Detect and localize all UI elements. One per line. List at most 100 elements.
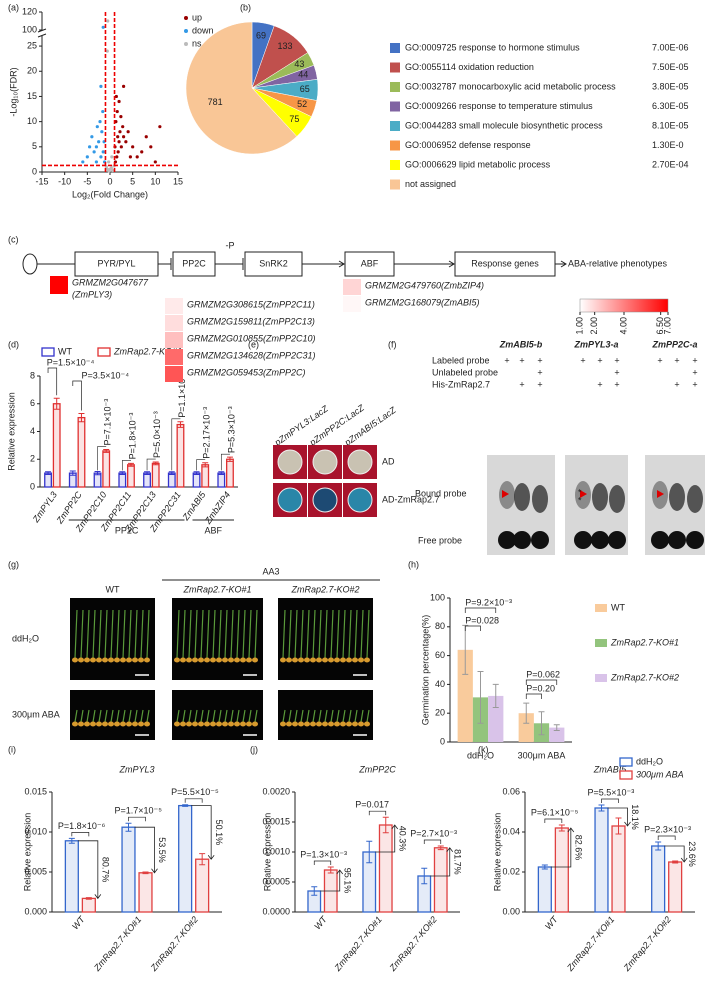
shoot: [140, 609, 144, 659]
y-tick-label: 2: [30, 454, 35, 464]
seed: [364, 721, 370, 727]
seed: [204, 721, 210, 727]
seed: [358, 721, 364, 727]
seed: [346, 657, 352, 663]
error-bar: [199, 853, 206, 866]
column-label: ZmRap2.7-KO#1: [182, 584, 251, 594]
shoot: [92, 709, 96, 723]
pathway-node: [454, 251, 556, 277]
point: [153, 160, 157, 164]
slice-label: 781: [208, 97, 223, 107]
annotation: P=3.5×10⁻⁴: [81, 370, 129, 380]
y-tick-label: 0.005: [24, 866, 47, 876]
annotation-line: [657, 835, 676, 840]
shoot: [188, 709, 192, 723]
y-axis-label: -Log₁₀(FDR): [8, 67, 18, 116]
x-tick-label: ZmRap2.7-KO#2: [148, 914, 200, 973]
x-tick-label: WT: [312, 913, 330, 931]
heat-cell: [165, 366, 183, 382]
band: [532, 485, 548, 513]
shoot: [134, 609, 138, 659]
annotation-line: [464, 625, 481, 631]
colony: [312, 449, 338, 475]
group-label: AA3: [262, 566, 279, 576]
error-bar: [69, 470, 76, 476]
point: [101, 25, 105, 29]
bar: [195, 858, 210, 913]
legend-label: 300μm ABA: [636, 769, 684, 779]
change-label: 81.7%: [452, 849, 462, 875]
seed: [174, 657, 180, 663]
point: [115, 155, 119, 159]
shoot: [104, 709, 108, 723]
bar: [457, 649, 473, 742]
shoot: [318, 709, 322, 723]
x-tick-label: -5: [83, 176, 91, 186]
seed: [228, 657, 234, 663]
shoot: [300, 609, 304, 659]
shoot: [282, 709, 286, 723]
error-bar: [125, 822, 132, 832]
panel-label: (d): [8, 339, 19, 349]
y-tick-label: 0.0015: [262, 816, 290, 826]
shoot: [288, 609, 292, 659]
panel-label: (g): [8, 559, 19, 569]
error-bar: [94, 470, 101, 476]
bar: [121, 826, 136, 913]
y-tick-label: 0.000: [24, 906, 47, 916]
error-bar: [462, 624, 469, 675]
shoot: [146, 709, 150, 723]
color-scale: [579, 298, 669, 313]
shoot: [236, 709, 240, 723]
legend-label: GO:0006629 lipid metabolic process: [405, 159, 551, 169]
shoot: [122, 709, 126, 723]
shoot: [254, 609, 258, 659]
point: [94, 160, 98, 164]
legend-swatch: [390, 140, 400, 151]
shoot: [224, 609, 228, 659]
marker: *: [578, 495, 582, 505]
heat-cell: [50, 276, 68, 294]
point: [149, 145, 153, 149]
bar: [433, 847, 448, 913]
legend-label: GO:0055114 oxidation reduction: [405, 62, 534, 72]
error-bar: [655, 841, 662, 851]
seed: [210, 657, 216, 663]
error-bar: [182, 804, 189, 807]
shoot: [218, 609, 222, 659]
legend-label: ddH₂O: [636, 756, 663, 766]
seed: [114, 657, 120, 663]
annotation-line: [525, 679, 558, 685]
sign: +: [614, 379, 619, 389]
shoot: [98, 709, 102, 723]
change-label: 50.1%: [214, 820, 224, 846]
error-bar: [218, 471, 225, 476]
error-bar: [477, 670, 484, 724]
seed: [72, 721, 78, 727]
change-arrow: [430, 847, 454, 877]
y-tick-label: 0.06: [502, 786, 520, 796]
x-axis-label: Log₂(Fold Change): [72, 189, 148, 199]
x-tick-label: 5: [130, 176, 135, 186]
band: [531, 531, 549, 549]
shoot: [342, 609, 346, 659]
legend-swatch: [619, 757, 633, 767]
shoot: [294, 609, 298, 659]
bar: [151, 462, 160, 488]
y-tick-label: 0.015: [24, 786, 47, 796]
shoot: [224, 709, 228, 723]
y-tick-label: 0: [30, 481, 35, 491]
shoot: [312, 609, 316, 659]
seed: [340, 657, 346, 663]
shoot: [330, 709, 334, 723]
error-bar: [45, 471, 52, 476]
seed: [174, 721, 180, 727]
seed: [210, 721, 216, 727]
annotation: P=0.017: [355, 800, 389, 810]
legend-swatch: [619, 770, 633, 780]
point: [81, 160, 85, 164]
point: [124, 140, 128, 144]
change-label: 53.5%: [157, 837, 167, 863]
sign: +: [519, 379, 524, 389]
seed: [120, 657, 126, 663]
